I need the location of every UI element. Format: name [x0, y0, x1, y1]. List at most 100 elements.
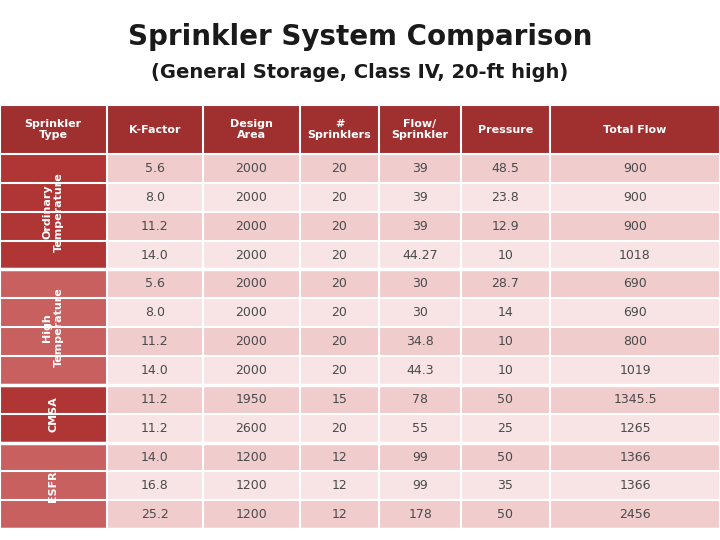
- Text: 20: 20: [331, 191, 348, 204]
- Bar: [379, 356, 461, 385]
- Text: Sprinkler
Type: Sprinkler Type: [24, 119, 82, 140]
- Text: 20: 20: [331, 220, 348, 233]
- Text: 1200: 1200: [235, 480, 267, 492]
- Text: 20: 20: [331, 306, 348, 319]
- Text: 20: 20: [331, 364, 348, 377]
- Text: 11.2: 11.2: [141, 422, 168, 435]
- Text: 50: 50: [498, 508, 513, 521]
- Text: 1265: 1265: [619, 422, 651, 435]
- Bar: [300, 298, 379, 327]
- Text: 1018: 1018: [619, 248, 651, 261]
- Bar: [379, 414, 461, 443]
- Text: Ordinary
Temperature: Ordinary Temperature: [42, 172, 64, 252]
- Bar: [550, 183, 720, 212]
- Bar: [550, 298, 720, 327]
- Bar: [461, 105, 550, 154]
- Bar: [300, 327, 379, 356]
- Bar: [461, 471, 550, 501]
- Bar: [300, 501, 379, 529]
- Text: 14.0: 14.0: [141, 248, 168, 261]
- Bar: [550, 356, 720, 385]
- Text: 5.6: 5.6: [145, 162, 165, 175]
- Text: 99: 99: [413, 480, 428, 492]
- Bar: [379, 241, 461, 269]
- Text: 28.7: 28.7: [492, 278, 519, 291]
- Bar: [203, 327, 300, 356]
- Bar: [0, 105, 107, 154]
- Text: 690: 690: [624, 306, 647, 319]
- Bar: [550, 501, 720, 529]
- Bar: [379, 269, 461, 298]
- Bar: [379, 327, 461, 356]
- Text: 20: 20: [331, 278, 348, 291]
- Bar: [550, 471, 720, 501]
- Bar: [379, 385, 461, 414]
- Bar: [107, 327, 203, 356]
- Bar: [461, 269, 550, 298]
- Text: 2000: 2000: [235, 248, 267, 261]
- Text: 1019: 1019: [619, 364, 651, 377]
- Text: 2000: 2000: [235, 191, 267, 204]
- Text: 1366: 1366: [619, 480, 651, 492]
- Text: Design
Area: Design Area: [230, 119, 273, 140]
- Bar: [461, 385, 550, 414]
- Text: CMSA: CMSA: [48, 396, 58, 431]
- Text: 11.2: 11.2: [141, 335, 168, 348]
- Bar: [300, 471, 379, 501]
- Text: 11.2: 11.2: [141, 220, 168, 233]
- Text: 12: 12: [332, 450, 347, 463]
- Text: #
Sprinklers: # Sprinklers: [307, 119, 372, 140]
- Text: 2000: 2000: [235, 306, 267, 319]
- Text: 2000: 2000: [235, 278, 267, 291]
- Bar: [379, 183, 461, 212]
- Text: 900: 900: [623, 220, 647, 233]
- Text: 20: 20: [331, 422, 348, 435]
- Text: 8.0: 8.0: [145, 191, 165, 204]
- Text: 14.0: 14.0: [141, 450, 168, 463]
- Text: Flow/
Sprinkler: Flow/ Sprinkler: [392, 119, 449, 140]
- Bar: [300, 269, 379, 298]
- Text: 48.5: 48.5: [492, 162, 519, 175]
- Text: 20: 20: [331, 248, 348, 261]
- Bar: [203, 471, 300, 501]
- Bar: [461, 298, 550, 327]
- Bar: [379, 154, 461, 183]
- Bar: [203, 154, 300, 183]
- Bar: [550, 443, 720, 471]
- Text: 30: 30: [412, 306, 428, 319]
- Bar: [379, 212, 461, 241]
- Text: 690: 690: [624, 278, 647, 291]
- Bar: [300, 241, 379, 269]
- Bar: [550, 327, 720, 356]
- Text: 2600: 2600: [235, 422, 267, 435]
- Bar: [300, 385, 379, 414]
- Text: 8.0: 8.0: [145, 306, 165, 319]
- Bar: [203, 298, 300, 327]
- Text: 55: 55: [412, 422, 428, 435]
- Bar: [300, 356, 379, 385]
- Text: 30: 30: [412, 278, 428, 291]
- Bar: [203, 501, 300, 529]
- Text: 900: 900: [623, 162, 647, 175]
- Text: 178: 178: [408, 508, 432, 521]
- Bar: [203, 356, 300, 385]
- Bar: [461, 443, 550, 471]
- Text: 5.6: 5.6: [145, 278, 165, 291]
- Text: 15: 15: [331, 393, 348, 406]
- Text: 25: 25: [498, 422, 513, 435]
- Text: Sprinkler System Comparison: Sprinkler System Comparison: [128, 23, 592, 51]
- Bar: [0, 443, 107, 529]
- Bar: [107, 385, 203, 414]
- Text: 78: 78: [412, 393, 428, 406]
- Text: K-Factor: K-Factor: [129, 125, 181, 134]
- Bar: [550, 212, 720, 241]
- Text: 900: 900: [623, 191, 647, 204]
- Text: 39: 39: [413, 220, 428, 233]
- Text: 10: 10: [498, 335, 513, 348]
- Text: 23.8: 23.8: [492, 191, 519, 204]
- Text: 35: 35: [498, 480, 513, 492]
- Bar: [107, 154, 203, 183]
- Bar: [203, 443, 300, 471]
- Bar: [107, 356, 203, 385]
- Text: 39: 39: [413, 162, 428, 175]
